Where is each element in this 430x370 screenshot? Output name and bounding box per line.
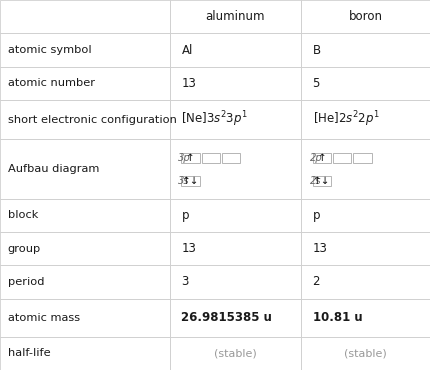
- Bar: [313, 153, 331, 163]
- Text: B: B: [313, 44, 321, 57]
- Text: Al: Al: [181, 44, 193, 57]
- Bar: [181, 175, 200, 186]
- Bar: [0, 265, 170, 299]
- Text: p: p: [313, 209, 320, 222]
- Text: group: group: [8, 243, 41, 253]
- Bar: [301, 100, 430, 139]
- Text: p: p: [181, 209, 189, 222]
- Text: atomic mass: atomic mass: [8, 313, 80, 323]
- Bar: [170, 0, 301, 33]
- Bar: [170, 337, 301, 370]
- Bar: [0, 199, 170, 232]
- Text: ↑: ↑: [317, 153, 326, 163]
- Bar: [0, 337, 170, 370]
- Text: 26.9815385 u: 26.9815385 u: [181, 311, 272, 324]
- Bar: [170, 199, 301, 232]
- Text: 13: 13: [313, 242, 328, 255]
- Bar: [170, 33, 301, 67]
- Text: short electronic configuration: short electronic configuration: [8, 115, 177, 125]
- Bar: [202, 153, 220, 163]
- Text: 2p: 2p: [310, 153, 322, 163]
- Bar: [170, 299, 301, 337]
- Text: atomic symbol: atomic symbol: [8, 45, 91, 55]
- Bar: [301, 67, 430, 100]
- Text: 3s: 3s: [178, 176, 190, 186]
- Text: $[\mathrm{Ne}]3s^{2}3p^{1}$: $[\mathrm{Ne}]3s^{2}3p^{1}$: [181, 110, 249, 130]
- Bar: [170, 67, 301, 100]
- Bar: [313, 175, 331, 186]
- Text: ↑↓: ↑↓: [182, 176, 200, 186]
- Text: 13: 13: [181, 77, 197, 90]
- Bar: [170, 232, 301, 265]
- Bar: [301, 337, 430, 370]
- Bar: [301, 265, 430, 299]
- Text: period: period: [8, 277, 44, 287]
- Bar: [0, 67, 170, 100]
- Bar: [301, 232, 430, 265]
- Bar: [0, 299, 170, 337]
- Bar: [0, 100, 170, 139]
- Text: 2: 2: [313, 275, 320, 288]
- Bar: [301, 299, 430, 337]
- Bar: [0, 139, 170, 199]
- Bar: [0, 0, 170, 33]
- Text: Aufbau diagram: Aufbau diagram: [8, 164, 99, 174]
- Text: 13: 13: [181, 242, 197, 255]
- Text: 3p: 3p: [178, 153, 191, 163]
- Text: $[\mathrm{He}]2s^{2}2p^{1}$: $[\mathrm{He}]2s^{2}2p^{1}$: [313, 110, 380, 130]
- Text: 2s: 2s: [310, 176, 321, 186]
- Text: atomic number: atomic number: [8, 78, 95, 88]
- Text: 5: 5: [313, 77, 320, 90]
- Text: (stable): (stable): [214, 348, 257, 358]
- Bar: [301, 0, 430, 33]
- Text: 3: 3: [181, 275, 189, 288]
- Text: 10.81 u: 10.81 u: [313, 311, 362, 324]
- Bar: [181, 153, 200, 163]
- Bar: [301, 199, 430, 232]
- Text: block: block: [8, 210, 38, 220]
- Text: half-life: half-life: [8, 348, 50, 358]
- Text: (stable): (stable): [344, 348, 387, 358]
- Bar: [301, 139, 430, 199]
- Bar: [0, 33, 170, 67]
- Text: boron: boron: [348, 10, 383, 23]
- Bar: [301, 33, 430, 67]
- Bar: [170, 100, 301, 139]
- Bar: [0, 232, 170, 265]
- Bar: [170, 139, 301, 199]
- Bar: [222, 153, 240, 163]
- Bar: [170, 265, 301, 299]
- Text: ↑↓: ↑↓: [313, 176, 331, 186]
- Text: aluminum: aluminum: [206, 10, 265, 23]
- Bar: [333, 153, 351, 163]
- Text: ↑: ↑: [186, 153, 195, 163]
- Bar: [353, 153, 372, 163]
